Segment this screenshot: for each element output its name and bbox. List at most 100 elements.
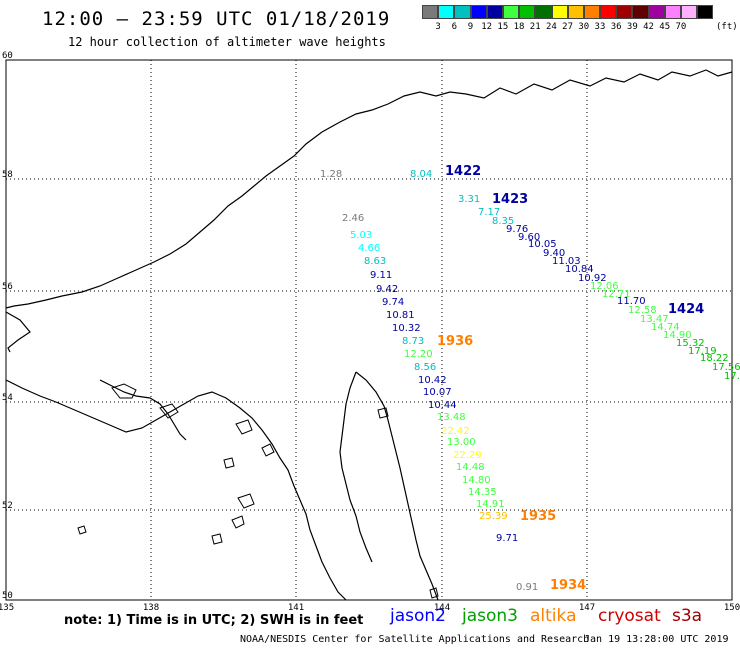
wave-height-value: 12.06 — [590, 281, 619, 292]
colorbar-swatch — [422, 5, 439, 19]
colorbar-label: 18 — [513, 22, 525, 32]
altimeter-passes: 1.28 8.04 14223.317.178.359.769.6010.059.4… — [320, 164, 740, 593]
colorbar-swatch — [535, 5, 552, 19]
colorbar-swatch — [632, 5, 649, 19]
colorbar-swatch — [600, 5, 617, 19]
colorbar — [422, 5, 714, 19]
wave-height-value: 5.03 — [350, 230, 372, 241]
colorbar-swatch — [664, 5, 681, 19]
colorbar-label: 45 — [659, 22, 671, 32]
wave-height-value: 4.66 — [358, 243, 380, 254]
wave-height-value: 10.32 — [392, 323, 421, 334]
longitude-label: 144 — [434, 603, 450, 613]
colorbar-labels: 3 6 9 12 15 18 21 24 27 30 33 36 39 42 45 70 — [422, 22, 689, 32]
islands — [77, 383, 439, 599]
wave-height-value: 8.73 — [402, 336, 424, 347]
colorbar-swatch — [567, 5, 584, 19]
wave-height-value: 14.90 — [663, 330, 692, 341]
generated-timestamp: Jan 19 13:28:00 UTC 2019 — [584, 634, 729, 645]
wave-height-value: 14.35 — [468, 487, 497, 498]
colorbar-label: 15 — [497, 22, 509, 32]
colorbar-swatch — [470, 5, 487, 19]
colorbar-swatch — [438, 5, 455, 19]
wave-height-value: 13.48 — [437, 412, 466, 423]
colorbar-label: 36 — [610, 22, 622, 32]
wave-height-value: 22.29 — [453, 450, 482, 461]
wave-height-value: 2.46 — [342, 213, 364, 224]
wave-height-value: 3.31 — [458, 194, 480, 205]
legend-cryosat: cryosat — [598, 606, 661, 626]
wave-height-value: 14.48 — [456, 462, 485, 473]
pass-time-label: 1423 — [492, 192, 528, 207]
latitude-labels: 60 58 56 54 52 50 — [2, 51, 13, 601]
wave-height-value: 10.42 — [418, 375, 447, 386]
credit-line: NOAA/NESDIS Center for Satellite Applica… — [240, 634, 590, 645]
coastline-bay — [99, 379, 187, 441]
latitude-label: 60 — [2, 51, 13, 61]
wave-height-value: 8.04 — [410, 169, 432, 180]
wave-height-value: 12.58 — [628, 305, 657, 316]
latitude-label: 56 — [2, 282, 13, 292]
colorbar-label: 42 — [643, 22, 654, 32]
colorbar-label: 12 — [481, 22, 493, 32]
colorbar-label: 27 — [562, 22, 574, 32]
wave-height-value: 14.74 — [651, 322, 680, 333]
longitude-label: 150 — [724, 603, 740, 613]
wave-height-value: 13.47 — [640, 314, 669, 325]
colorbar-swatch — [486, 5, 503, 19]
wave-height-value: 10.07 — [423, 387, 452, 398]
colorbar-swatch — [616, 5, 633, 19]
legend-jason2: jason2 — [390, 606, 446, 626]
coastline-sakhalin-west — [339, 371, 373, 563]
colorbar-swatch — [697, 5, 714, 19]
coastline-peninsula-tip — [5, 311, 31, 353]
wave-height-value: 25.39 — [479, 511, 508, 522]
wave-height-value: 9.11 — [370, 270, 392, 281]
longitude-label: 147 — [579, 603, 595, 613]
longitude-label: 135 — [0, 603, 14, 613]
coastline-sea-of-okhotsk-shore — [5, 379, 347, 601]
colorbar-label: 21 — [529, 22, 541, 32]
wave-height-value: 8.56 — [414, 362, 436, 373]
longitude-labels: 135 138 141 144 147 150 — [0, 603, 740, 613]
colorbar-unit: (ft) — [716, 22, 738, 32]
wave-height-value: 9.40 — [543, 248, 565, 259]
colorbar-label: 9 — [467, 22, 474, 32]
wave-height-value: 10.81 — [386, 310, 415, 321]
colorbar-swatch — [681, 5, 698, 19]
colorbar-swatch — [519, 5, 536, 19]
longitude-label: 138 — [143, 603, 159, 613]
wave-height-value: 11.70 — [617, 296, 646, 307]
wave-height-value: 8.35 — [492, 216, 514, 227]
coastline-north — [5, 69, 733, 309]
graticule — [6, 60, 732, 600]
wave-height-value: 10.05 — [528, 239, 557, 250]
wave-height-value: 7.17 — [478, 207, 500, 218]
wave-height-value: 9.74 — [382, 297, 404, 308]
colorbar-swatch — [648, 5, 665, 19]
legend-jason3: jason3 — [462, 606, 518, 626]
pass-time-label: 1422 — [445, 164, 481, 179]
latitude-label: 50 — [2, 591, 13, 601]
latitude-label: 52 — [2, 501, 13, 511]
wave-height-value: 22.42 — [441, 426, 470, 437]
wave-height-value: 13.00 — [447, 437, 476, 448]
wave-height-value: 14.80 — [462, 475, 491, 486]
wave-height-value: 17.19 — [688, 346, 717, 357]
map-subtitle: 12 hour collection of altimeter wave hei… — [68, 35, 386, 49]
wave-height-value: 9.42 — [376, 284, 398, 295]
coastline — [5, 69, 733, 601]
wave-height-value: 0.91 — [516, 582, 538, 593]
colorbar-label: 3 — [435, 22, 441, 32]
colorbar-label: 6 — [451, 22, 457, 32]
footer-note: note: 1) Time is in UTC; 2) SWH is in fe… — [64, 613, 364, 628]
wave-height-value: 10.92 — [578, 273, 607, 284]
wave-height-value: 10.84 — [565, 264, 594, 275]
wave-height-value: 17.56 — [712, 362, 740, 373]
wave-height-value: 10.44 — [428, 400, 457, 411]
colorbar-label: 30 — [578, 22, 590, 32]
colorbar-swatch — [583, 5, 601, 19]
latitude-label: 54 — [2, 393, 13, 403]
